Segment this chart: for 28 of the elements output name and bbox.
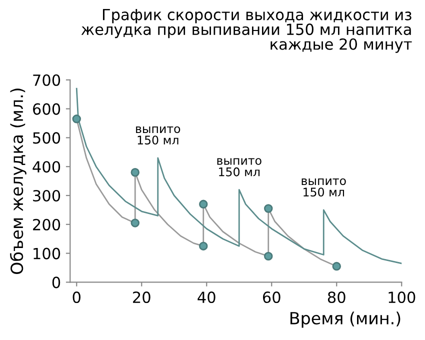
point: [130, 168, 140, 177]
x-tick-label: 60: [262, 292, 280, 304]
y-tick-label: 500: [33, 132, 60, 144]
point: [130, 218, 140, 228]
point: [264, 252, 273, 261]
chart-title: График скорости выхода жидкости из желудка при выпивании 150 мл напитка каждые 20 минут: [81, 8, 412, 53]
point: [199, 242, 208, 250]
point: [264, 204, 273, 213]
y-tick-label: 100: [34, 248, 60, 260]
x-tick-label: 0: [72, 292, 80, 304]
point: [199, 200, 208, 209]
y-tick-label: 0: [52, 276, 60, 288]
x-tick-label: 100: [388, 292, 416, 304]
point: [332, 262, 341, 271]
y-tick-label: 400: [32, 161, 60, 173]
y-tick-label: 700: [33, 74, 60, 86]
annotation: выпито 150 мл: [302, 178, 346, 197]
x-tick-label: 20: [133, 292, 150, 304]
y-axis-title: Объем желудка (мл.): [10, 88, 26, 274]
point: [72, 114, 81, 124]
y-tick-label: 600: [33, 103, 60, 115]
x-tick-label: 40: [198, 292, 216, 304]
annotation: выпито 150 мл: [136, 126, 180, 145]
x-axis-title: Время (мин.): [290, 312, 400, 328]
y-tick-label: 200: [33, 218, 60, 230]
annotation: выпито 150 мл: [217, 158, 262, 176]
y-tick-label: 300: [33, 190, 60, 202]
x-tick-label: 80: [328, 292, 346, 304]
